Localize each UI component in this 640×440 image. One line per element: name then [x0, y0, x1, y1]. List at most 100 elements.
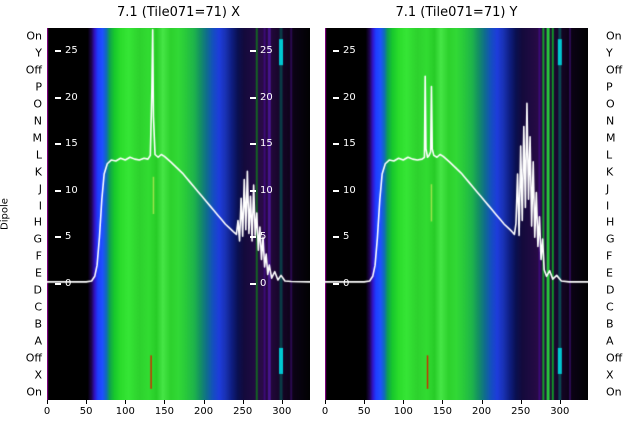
y-tick-label: 20 — [333, 91, 356, 103]
dipole-label-right: H — [606, 215, 615, 229]
y-tick-mark — [55, 282, 61, 285]
dipole-label-left: B — [34, 317, 42, 331]
dipole-label-right: B — [606, 317, 614, 331]
x-tick-mark — [242, 400, 244, 404]
dipole-axis-label: Dipole — [0, 198, 11, 230]
y-tick-label: 25 — [333, 46, 356, 56]
dipole-label-right: I — [606, 199, 610, 213]
x-tick-label: 100 — [115, 406, 135, 417]
dipole-label-right: G — [606, 232, 615, 246]
dipole-label-right: On — [606, 385, 622, 399]
y-tick-value: 5 — [343, 231, 350, 243]
x-tick-mark — [125, 400, 127, 404]
x-tick-mark — [481, 400, 483, 404]
x-tick-mark — [47, 400, 48, 404]
y-tick-mark — [55, 189, 61, 192]
y-tick-mark — [333, 282, 339, 285]
y-tick-mark — [333, 236, 339, 239]
y-tick-value: 10 — [260, 184, 273, 196]
y-tick-mark — [250, 282, 256, 285]
y-tick-label: 15 — [333, 139, 356, 149]
y-tick-value: 25 — [65, 45, 78, 57]
y-tick-label: 25 — [250, 46, 273, 56]
y-tick-label: 10 — [55, 185, 78, 196]
y-tick-label: 5 — [55, 232, 71, 242]
dipole-label-left: On — [26, 385, 42, 399]
y-tick-value: 0 — [343, 277, 350, 289]
y-tick-label: 0 — [250, 278, 266, 289]
x-tick-label: 100 — [393, 406, 413, 417]
y-tick-value: 20 — [260, 91, 273, 103]
y-tick-mark — [250, 96, 256, 99]
y-tick-mark — [333, 189, 339, 192]
dipole-label-left: Off — [25, 351, 42, 365]
dipole-label-left: M — [32, 131, 43, 145]
dipole-label-right: Off — [606, 63, 623, 77]
y-tick-value: 20 — [343, 91, 356, 103]
y-tick-mark — [250, 236, 256, 239]
dipole-label-left: X — [34, 368, 42, 382]
dipole-label-left: L — [35, 148, 42, 162]
dipole-label-left: P — [35, 80, 42, 94]
x-tick-mark — [403, 400, 405, 404]
dipole-label-right: L — [606, 148, 613, 162]
y-tick-label: 20 — [55, 91, 78, 103]
dipole-label-right: C — [606, 300, 614, 314]
y-tick-mark — [333, 50, 339, 53]
dipole-label-left: Y — [35, 46, 42, 60]
x-tick-mark — [364, 400, 366, 404]
y-tick-value: 10 — [343, 184, 356, 196]
dipole-label-right: D — [606, 283, 615, 297]
x-tick-mark — [559, 400, 561, 404]
y-tick-mark — [55, 236, 61, 239]
y-tick-value: 5 — [260, 231, 267, 243]
x-tick-label: 150 — [432, 406, 452, 417]
dipole-label-left: F — [35, 249, 42, 263]
y-tick-label: 0 — [55, 278, 71, 289]
dipole-label-left: Off — [25, 63, 42, 77]
dipole-label-right: F — [606, 249, 613, 263]
y-tick-label: 5 — [250, 232, 266, 242]
dipole-label-left: On — [26, 29, 42, 43]
x-tick-mark — [325, 400, 326, 404]
panel-title-x: 7.1 (Tile071=71) X — [117, 5, 240, 20]
y-tick-label: 15 — [250, 139, 273, 149]
y-tick-label: 5 — [333, 232, 349, 242]
x-tick-mark — [86, 400, 88, 404]
y-tick-mark — [55, 96, 61, 99]
x-tick-label: 50 — [357, 406, 371, 417]
panel-y-pol: 7.1 (Tile071=71) Y 25 20 15 10 5 0 0 50 100 150 20… — [322, 5, 588, 417]
y-tick-mark — [333, 96, 339, 99]
y-tick-mark — [250, 143, 256, 146]
y-tick-label: 10 — [333, 184, 356, 196]
x-tick-mark — [203, 400, 205, 404]
x-tick-label: 0 — [43, 406, 51, 417]
dipole-label-right: On — [606, 29, 622, 43]
dipole-label-left: N — [33, 114, 42, 128]
dipole-label-right: O — [606, 97, 615, 111]
dipole-label-left: K — [34, 165, 42, 179]
dipole-label-right: N — [606, 114, 615, 128]
dipole-label-left: H — [33, 215, 42, 229]
dipole-label-right: P — [606, 80, 613, 94]
dipole-label-right: Y — [606, 46, 613, 60]
x-tick-label: 0 — [321, 406, 329, 417]
x-tick-mark — [442, 400, 444, 404]
y-tick-label: 20 — [250, 91, 273, 103]
y-tick-value: 15 — [343, 138, 356, 150]
heatmap-canvas-x — [47, 28, 310, 400]
dipole-label-left: I — [38, 199, 42, 213]
dipole-label-right: K — [606, 165, 614, 179]
dipole-label-right: A — [606, 334, 614, 348]
dipole-label-right: J — [606, 182, 610, 196]
y-tick-value: 20 — [65, 91, 78, 103]
x-tick-label: 250 — [233, 406, 253, 417]
y-tick-value: 15 — [260, 138, 273, 150]
y-tick-mark — [250, 189, 256, 192]
x-tick-label: 200 — [194, 406, 214, 417]
y-tick-label: 10 — [250, 184, 273, 196]
dipole-label-right: Off — [606, 351, 623, 365]
y-tick-value: 25 — [343, 45, 356, 57]
x-tick-mark — [281, 400, 283, 404]
